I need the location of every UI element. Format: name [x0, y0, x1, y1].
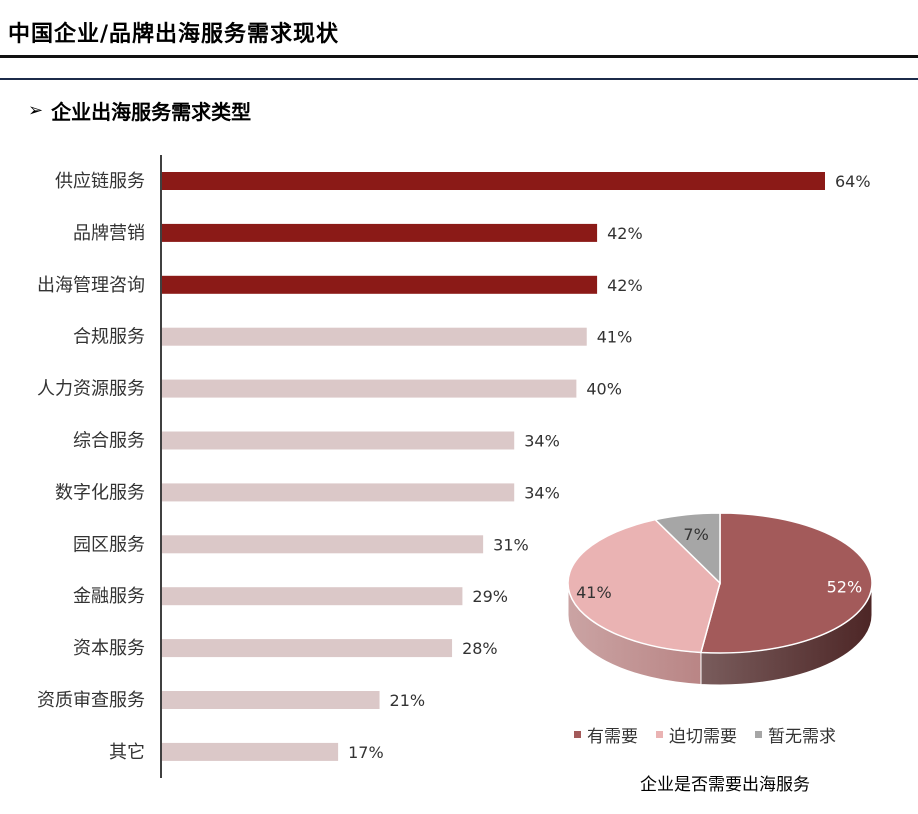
legend-label-need: 有需要	[587, 727, 638, 747]
legend-item-urgent: 迫切需要	[656, 722, 737, 747]
category-label: 合规服务	[73, 327, 145, 348]
bar-value-label: 17%	[348, 743, 384, 762]
legend-label-none: 暂无需求	[768, 727, 836, 747]
pie-chart: 52% 41% 7%	[567, 512, 873, 686]
category-label: 园区服务	[73, 534, 145, 555]
bar-value-label: 40%	[586, 380, 622, 399]
bar	[162, 691, 380, 709]
bar	[162, 172, 825, 190]
bar-value-label: 64%	[835, 172, 871, 191]
header-divider-accent	[0, 78, 918, 80]
bar	[162, 535, 484, 554]
bar-value-label: 31%	[493, 535, 529, 554]
legend-item-need: 有需要	[574, 722, 638, 747]
bar-value-label: 34%	[524, 483, 560, 502]
bar-value-label: 28%	[462, 639, 498, 658]
bar	[162, 587, 463, 606]
bar-value-label: 21%	[390, 691, 426, 710]
page-title: 中国企业/品牌出海服务需求现状	[8, 22, 340, 47]
legend-swatch-none	[755, 731, 762, 738]
legend-item-none: 暂无需求	[755, 722, 836, 747]
bar-value-label: 42%	[607, 276, 643, 295]
bar	[162, 483, 515, 502]
pie-slice	[699, 512, 873, 654]
category-label: 资本服务	[73, 638, 145, 659]
bar-value-label: 34%	[524, 432, 560, 451]
bar	[162, 431, 515, 450]
bar-chart: 供应链服务 64% 品牌营销 42% 出海管理咨询 42% 合规服务 41% 人力资源服务 40%…	[37, 155, 871, 778]
bar-value-label: 41%	[597, 328, 633, 347]
legend-label-urgent: 迫切需要	[669, 727, 737, 747]
pie-value-label: 52%	[827, 578, 863, 597]
section-heading: ➢ 企业出海服务需求类型	[28, 96, 251, 125]
bar	[162, 639, 453, 658]
category-label: 数字化服务	[55, 482, 145, 503]
category-label: 供应链服务	[55, 171, 145, 192]
category-label: 其它	[109, 742, 145, 763]
section-title: 企业出海服务需求类型	[51, 100, 252, 124]
category-label: 金融服务	[73, 586, 145, 607]
pie-chart-title: 企业是否需要出海服务	[640, 775, 810, 795]
category-label: 人力资源服务	[37, 379, 145, 400]
pie-slice	[653, 512, 721, 585]
header-divider	[0, 55, 918, 58]
category-label: 出海管理咨询	[37, 275, 145, 296]
pie-slice	[567, 518, 721, 654]
legend-swatch-urgent	[656, 731, 663, 738]
legend-swatch-need	[574, 731, 581, 738]
category-label: 综合服务	[73, 431, 145, 452]
pie-legend: 有需要 迫切需要 暂无需求	[574, 722, 836, 747]
bar-value-label: 42%	[607, 224, 643, 243]
bar	[162, 223, 598, 242]
bar	[162, 379, 577, 398]
category-label: 品牌营销	[73, 223, 145, 244]
category-label: 资质审查服务	[37, 690, 145, 711]
bar	[162, 327, 587, 346]
pie-value-label: 7%	[683, 525, 708, 544]
arrow-bullet-icon: ➢	[28, 100, 44, 121]
bar-value-label: 29%	[472, 587, 508, 606]
bar	[162, 275, 598, 294]
pie-value-label: 41%	[576, 583, 612, 602]
bar	[162, 742, 339, 761]
